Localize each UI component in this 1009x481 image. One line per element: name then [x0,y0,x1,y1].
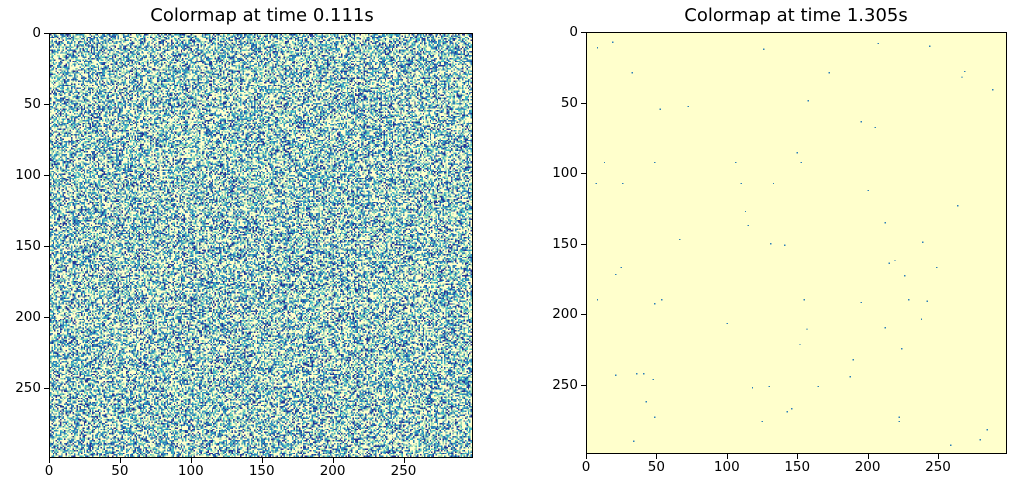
y-tick-right [581,102,586,104]
chart-title-right: Colormap at time 1.305s [684,5,908,26]
x-tick-label-left: 100 [177,463,204,479]
y-tick-label-right: 150 [552,235,578,252]
y-tick-label-left: 200 [15,309,41,326]
y-tick-label-right: 250 [552,376,578,393]
y-tick-label-right: 50 [560,94,578,111]
y-tick-label-left: 50 [23,96,41,113]
y-tick-right [581,314,586,316]
x-tick-left [403,458,405,463]
y-tick-label-right: 200 [552,306,578,323]
x-tick-label-right: 150 [784,459,811,475]
x-tick-label-right: 0 [581,459,591,475]
x-tick-label-left: 150 [248,463,275,479]
x-tick-left [190,458,192,463]
y-tick-label-left: 150 [15,238,41,255]
x-tick-label-right: 100 [713,459,740,475]
y-tick-label-left: 0 [32,25,41,41]
x-tick-label-left: 0 [44,463,54,479]
x-tick-label-left: 50 [111,463,129,479]
x-tick-left [49,458,50,463]
y-tick-left [44,246,49,248]
y-tick-right [581,243,586,245]
x-tick-right [867,454,869,459]
y-tick-label-right: 0 [569,24,578,40]
x-tick-label-right: 50 [647,459,665,475]
x-tick-label-left: 200 [319,463,346,479]
y-tick-left [44,33,49,34]
x-tick-label-left: 250 [390,463,417,479]
x-tick-right [726,454,728,459]
x-tick-label-right: 200 [854,459,881,475]
y-tick-left [44,104,49,106]
x-tick-right [656,454,658,459]
y-tick-left [44,175,49,177]
y-tick-right [581,173,586,175]
x-tick-right [938,454,939,459]
y-tick-right [581,384,586,386]
heatmap-image-left [50,34,472,457]
heatmap-plot-left [49,33,473,458]
y-tick-label-right: 100 [552,165,578,182]
heatmap-plot-right [586,32,1007,454]
x-tick-left [261,458,263,463]
heatmap-image-right [587,33,1006,453]
x-tick-left [332,458,334,463]
x-tick-left [119,458,121,463]
y-tick-label-left: 250 [15,380,41,397]
y-tick-left [44,317,49,319]
y-tick-right [581,32,586,33]
y-tick-left [44,388,49,390]
x-tick-right [586,454,587,459]
y-tick-label-left: 100 [15,167,41,184]
x-tick-right [797,454,799,459]
chart-title-left: Colormap at time 0.111s [150,5,374,26]
x-tick-label-right: 250 [925,459,951,475]
